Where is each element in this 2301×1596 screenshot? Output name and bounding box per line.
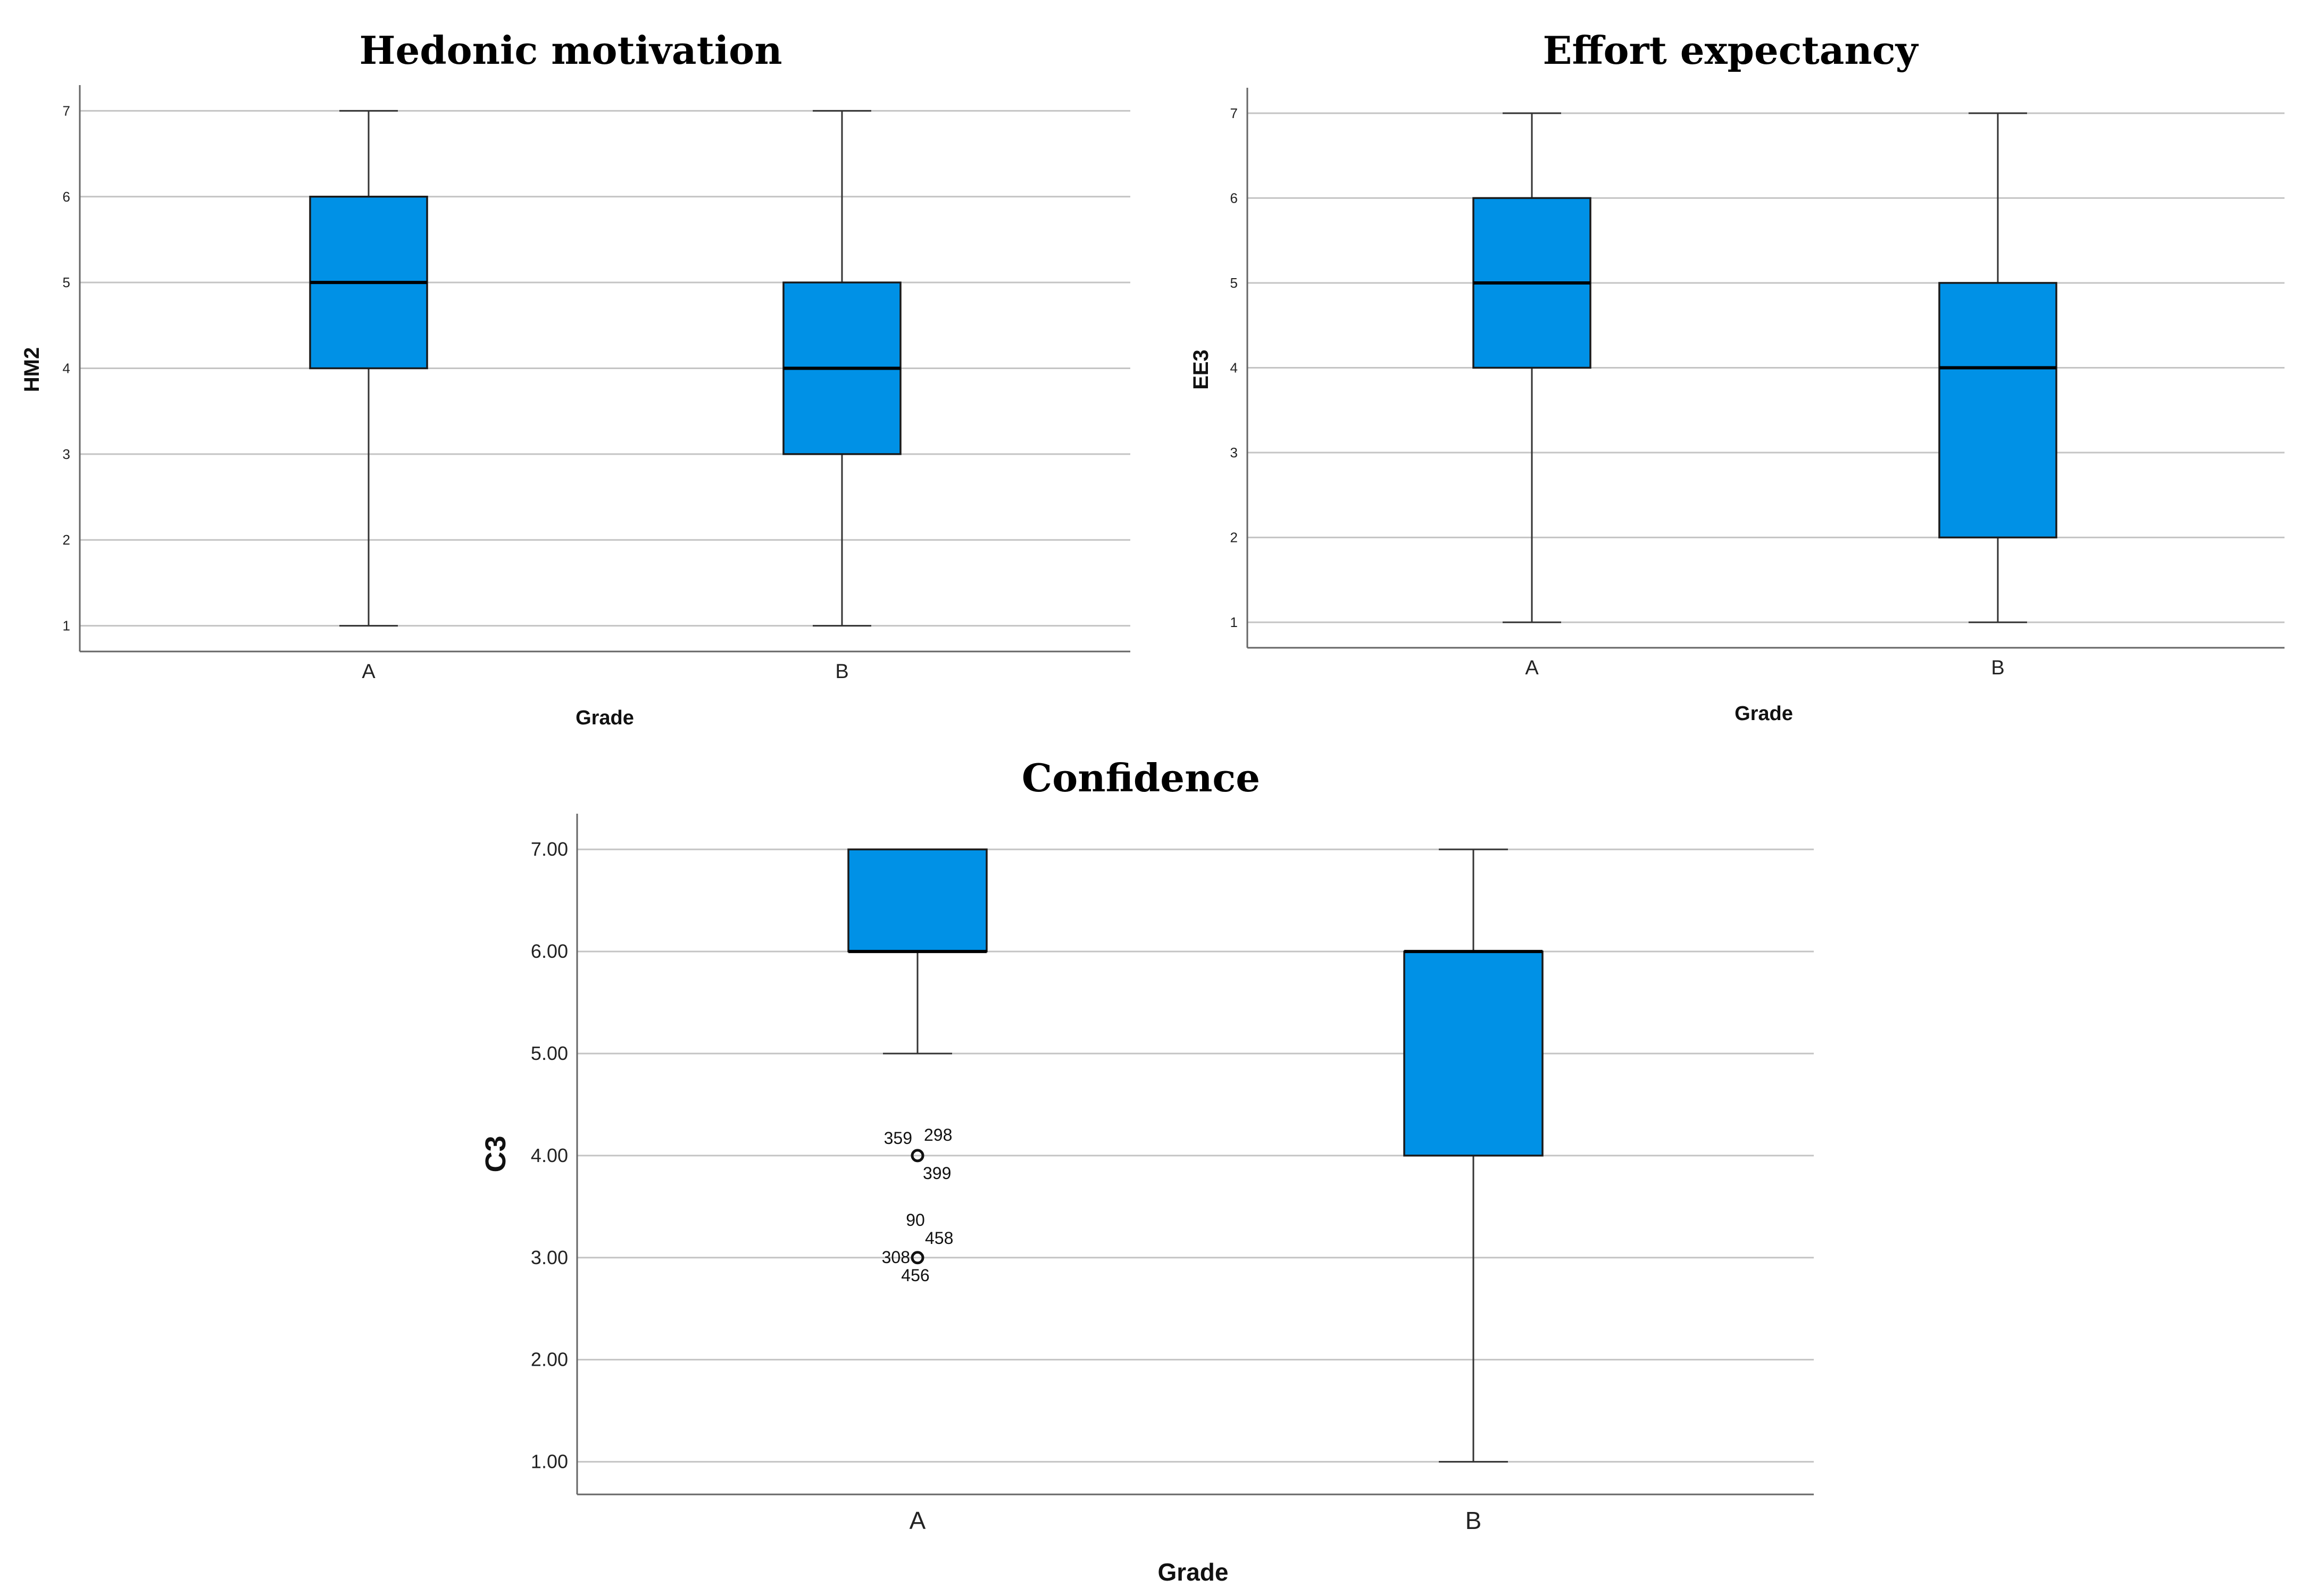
y-tick-label: 2.00 bbox=[531, 1349, 568, 1371]
x-axis-label: Grade bbox=[1735, 703, 1793, 725]
box-a bbox=[1472, 112, 1591, 623]
x-axis-label: Grade bbox=[1158, 1558, 1229, 1586]
outlier-id-label: 90 bbox=[906, 1210, 925, 1230]
y-tick-label: 5 bbox=[63, 274, 70, 290]
y-tick-label: 1 bbox=[63, 618, 70, 634]
y-axis-label: EE3 bbox=[1189, 349, 1213, 390]
y-tick-label: 4.00 bbox=[531, 1144, 568, 1166]
box-b bbox=[782, 110, 902, 627]
effort-expectancy-chart: Effort expectancy 1 2 3 4 5 6 7 A B Grade EE3 bbox=[1189, 28, 2285, 725]
x-category-label: A bbox=[362, 661, 376, 683]
chart-title: Confidence bbox=[1022, 755, 1260, 800]
hedonic-motivation-chart: Hedonic motivation 1 2 3 4 5 6 7 A B Grade HM2 bbox=[20, 28, 1130, 729]
box-b bbox=[1938, 112, 2057, 623]
x-category-label: B bbox=[1991, 657, 2004, 679]
outlier-id-label: 298 bbox=[924, 1125, 952, 1144]
y-tick-label: 2 bbox=[63, 532, 70, 548]
y-tick-label: 6 bbox=[63, 189, 70, 205]
iqr-box bbox=[1938, 282, 2057, 539]
plot-area: 1 2 3 4 5 6 7 A B bbox=[1230, 88, 2285, 679]
confidence-chart: Confidence 1.00 2.00 3.00 4.00 5.00 6.00 7.00 A… bbox=[480, 755, 1814, 1586]
outlier-id-label: 308 bbox=[882, 1248, 910, 1267]
chart-title: Effort expectancy bbox=[1543, 28, 1919, 73]
y-tick-label: 4 bbox=[63, 361, 70, 377]
outlier-id-label: 399 bbox=[923, 1164, 951, 1183]
y-tick-label: 7 bbox=[1230, 105, 1238, 121]
y-tick-label: 6.00 bbox=[531, 940, 568, 962]
y-tick-label: 1.00 bbox=[531, 1451, 568, 1473]
iqr-box bbox=[1403, 950, 1544, 1157]
y-tick-label: 1 bbox=[1230, 614, 1238, 630]
y-tick-label: 6 bbox=[1230, 190, 1238, 206]
plot-area: 1.00 2.00 3.00 4.00 5.00 6.00 7.00 A B 359 298 399 9… bbox=[531, 814, 1814, 1534]
y-tick-label: 7 bbox=[63, 103, 70, 119]
x-category-label: B bbox=[835, 661, 848, 683]
outlier-id-label: 359 bbox=[884, 1129, 912, 1148]
x-category-label: A bbox=[1525, 657, 1539, 679]
y-tick-label: 5.00 bbox=[531, 1042, 568, 1064]
x-axis-label: Grade bbox=[576, 707, 634, 729]
y-axis-label: C3 bbox=[480, 1135, 512, 1172]
y-tick-label: 3 bbox=[1230, 445, 1238, 461]
chart-title: Hedonic motivation bbox=[359, 28, 782, 73]
outlier-point bbox=[911, 1149, 924, 1163]
x-category-label: B bbox=[1465, 1507, 1482, 1534]
y-tick-label: 2 bbox=[1230, 530, 1238, 546]
plot-area: 1 2 3 4 5 6 7 A B bbox=[63, 85, 1130, 683]
outlier-id-label: 458 bbox=[925, 1229, 953, 1248]
outlier-point bbox=[911, 1251, 924, 1265]
y-tick-label: 5 bbox=[1230, 275, 1238, 291]
x-category-label: A bbox=[910, 1507, 926, 1534]
y-tick-label: 3 bbox=[63, 446, 70, 462]
box-b bbox=[1403, 848, 1544, 1463]
y-tick-label: 7.00 bbox=[531, 838, 568, 860]
box-a bbox=[847, 848, 988, 1055]
y-axis-label: HM2 bbox=[20, 347, 44, 392]
iqr-box bbox=[847, 848, 988, 952]
outlier-id-label: 456 bbox=[901, 1266, 929, 1285]
y-tick-label: 3.00 bbox=[531, 1247, 568, 1268]
box-a bbox=[309, 110, 428, 627]
y-tick-label: 4 bbox=[1230, 360, 1238, 376]
